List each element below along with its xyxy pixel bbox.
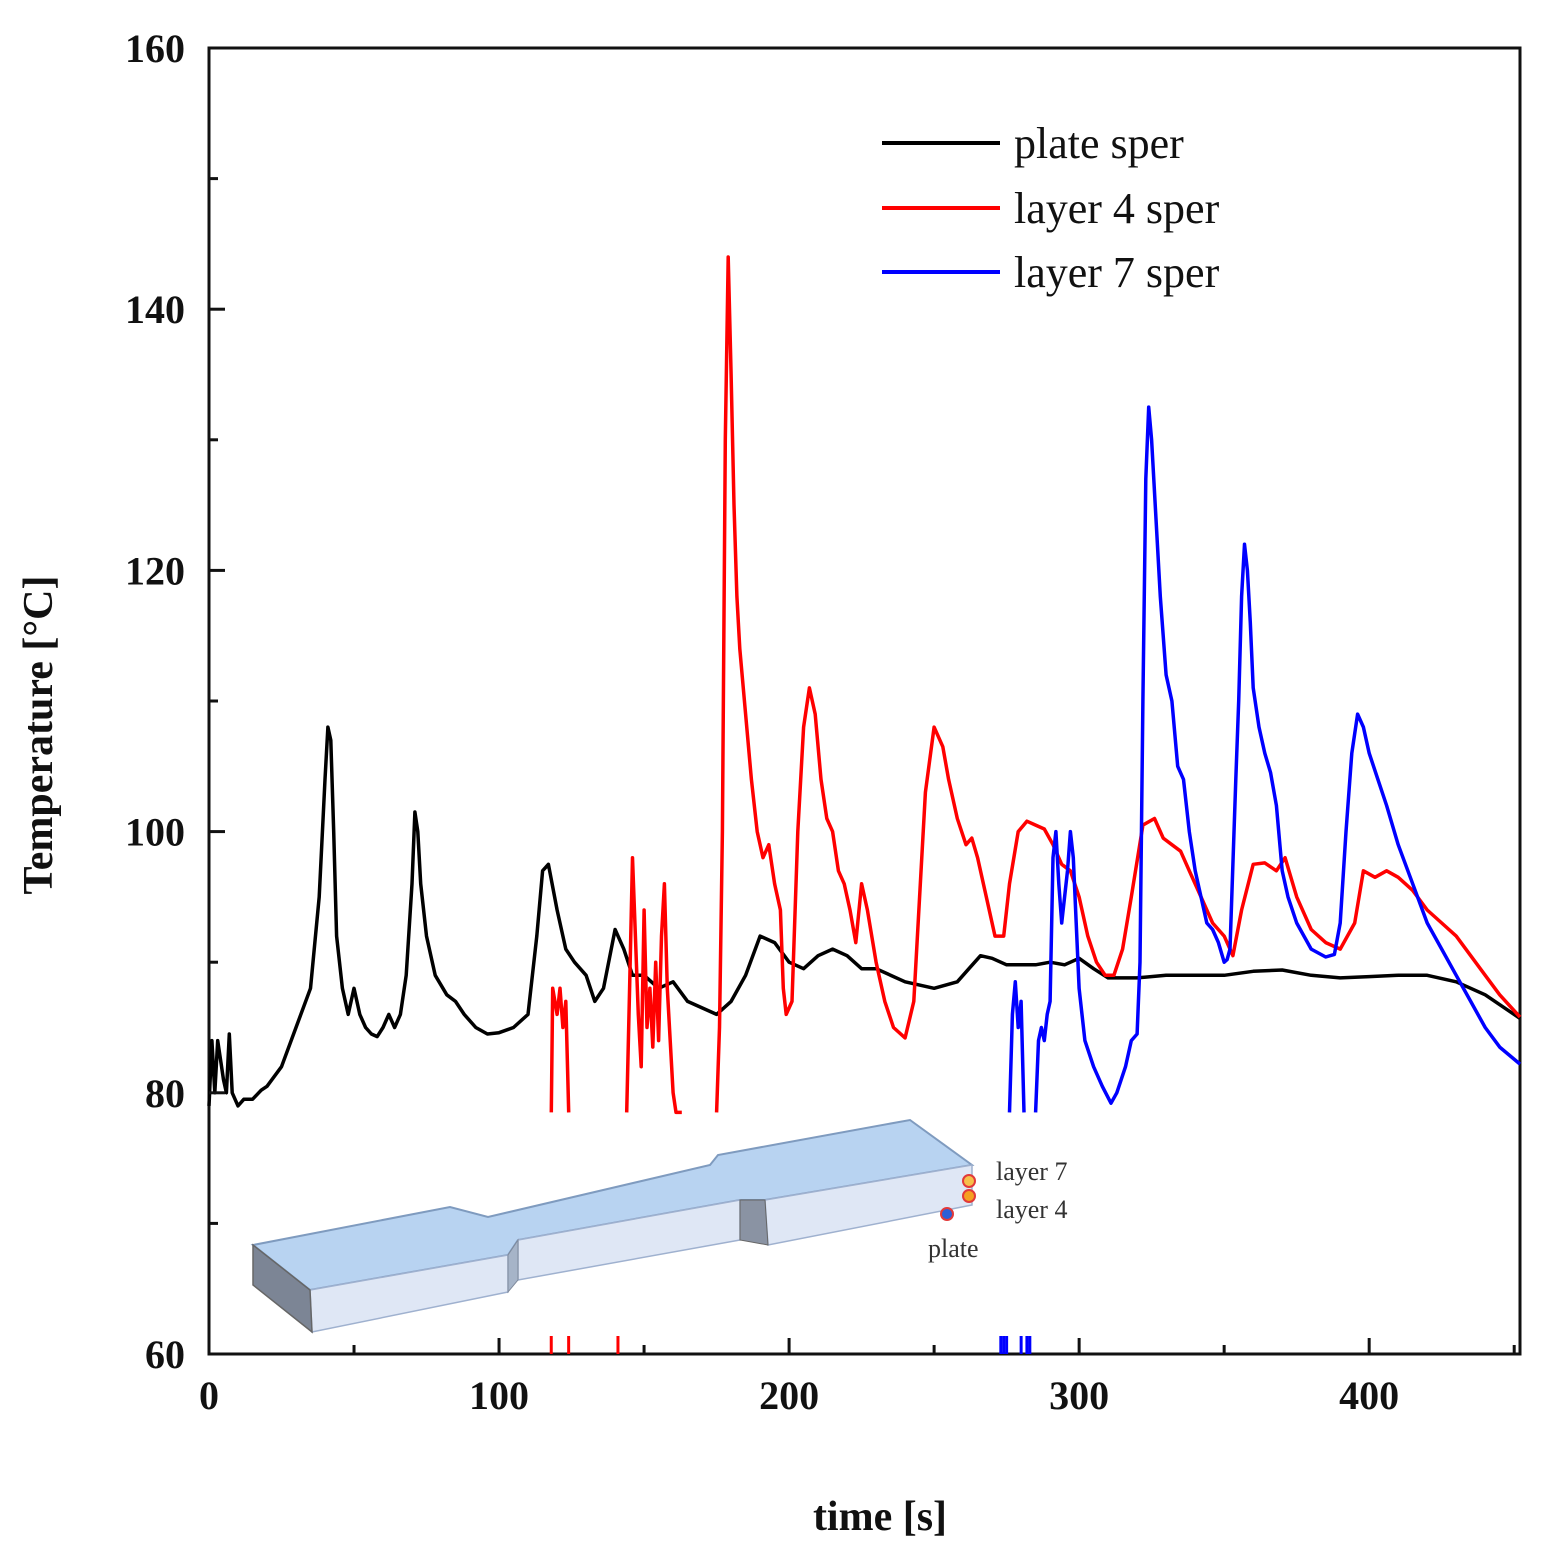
y-axis-title: Temperature [°C] (16, 576, 62, 895)
y-tick-label-120: 120 (125, 548, 185, 593)
inset-label-plate: plate (928, 1234, 979, 1263)
series-line-layer-7-sper-seg-1 (1033, 405, 1522, 1113)
plate-marker (940, 1207, 954, 1221)
legend-label-layer7: layer 7 sper (1014, 248, 1220, 297)
series-layer (207, 255, 1522, 1354)
x-axis-title: time [s] (813, 1494, 947, 1540)
series-line-layer-7-sper-seg-0 (1007, 980, 1026, 1113)
inset-label-layer7: layer 7 (996, 1157, 1067, 1186)
series-line-layer-4-sper-seg-1 (624, 855, 682, 1115)
y-tick-label-100: 100 (125, 810, 185, 855)
series-line-layer-4-sper-seg-0 (549, 986, 571, 1113)
specimen-notch-face (507, 1238, 519, 1294)
series-line-plate-sper (207, 725, 1521, 1108)
x-tick-label-300: 300 (1049, 1373, 1109, 1418)
y-tick-label-60: 60 (145, 1332, 185, 1377)
legend-label-plate: plate sper (1014, 119, 1184, 168)
y-tick-label-160: 160 (125, 26, 185, 71)
x-tick-label-400: 400 (1339, 1373, 1399, 1418)
layer-4-marker (962, 1189, 976, 1203)
series-line-layer-4-sper-seg-2 (714, 255, 1522, 1113)
x-tick-label-200: 200 (759, 1373, 819, 1418)
specimen-side-face (252, 1243, 313, 1334)
inset-label-layer4: layer 4 (996, 1195, 1067, 1224)
legend-label-layer4: layer 4 sper (1014, 184, 1220, 233)
x-tick-label-100: 100 (469, 1373, 529, 1418)
x-tick-label-0: 0 (199, 1373, 219, 1418)
y-tick-label-80: 80 (145, 1071, 185, 1116)
axes-layer: 0 100 200 300 400 60 80 100 120 140 160 (125, 26, 1516, 1418)
specimen-step-face (739, 1199, 769, 1246)
y-tick-label-140: 140 (125, 287, 185, 332)
specimen-inset: layer 7 layer 4 plate (250, 1118, 1067, 1334)
layer-7-marker (962, 1174, 976, 1188)
legend: plate sper layer 4 sper layer 7 sper (882, 119, 1220, 297)
